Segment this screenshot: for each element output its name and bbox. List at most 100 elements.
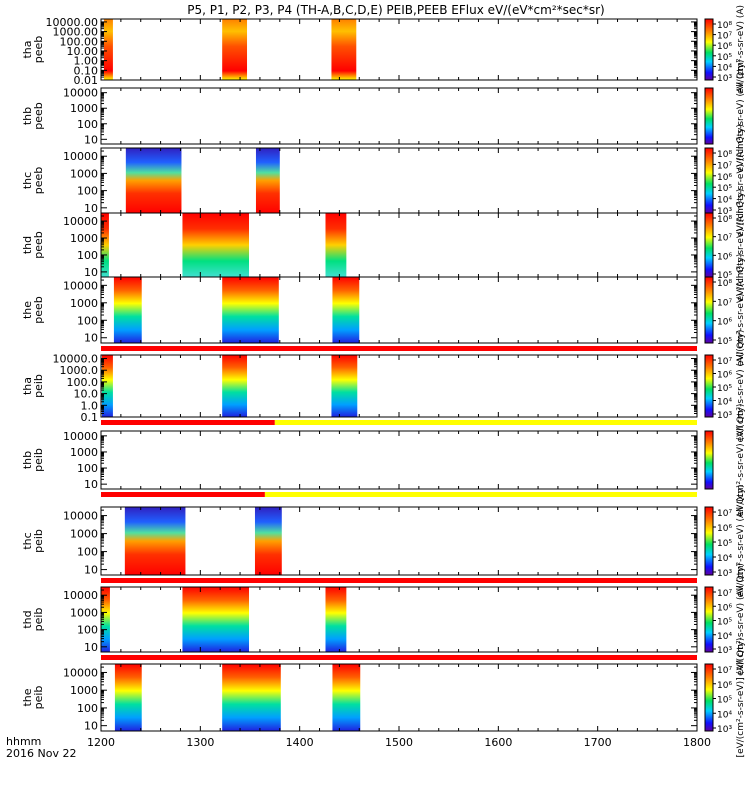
y-tick-label: 0.01 bbox=[74, 74, 99, 87]
y-tick-label: 1000 bbox=[70, 684, 98, 697]
colorbar-tick-label: 10³ bbox=[717, 646, 732, 656]
x-axis-label-units: hhmm bbox=[6, 735, 41, 748]
colorbar bbox=[704, 87, 714, 145]
y-tick-label: 100.00 bbox=[60, 35, 99, 48]
spectrogram-block bbox=[125, 148, 182, 213]
colorbar bbox=[704, 147, 714, 214]
x-tick-label: 1600 bbox=[484, 736, 512, 749]
panel-frame bbox=[100, 663, 698, 732]
spectrogram-block bbox=[101, 213, 109, 277]
chart-title: P5, P1, P2, P3, P4 (TH-A,B,C,D,E) PEIB,P… bbox=[187, 3, 604, 17]
panel-label-instrument: peib bbox=[32, 529, 45, 553]
y-tick-label: 10 bbox=[84, 332, 98, 345]
spectrogram-block bbox=[255, 148, 280, 213]
y-tick-label: 100 bbox=[77, 624, 98, 637]
spectrogram-block bbox=[331, 19, 357, 80]
colorbar bbox=[704, 276, 714, 344]
colorbar-label: eV/(cm²-s-sr-eV) (All Qty) bbox=[736, 254, 746, 367]
panel-label-instrument: peib bbox=[32, 374, 45, 398]
colorbar bbox=[704, 506, 714, 576]
colorbar-tick-label: 10⁷ bbox=[717, 32, 732, 42]
y-tick-label: 1.00 bbox=[74, 55, 99, 68]
colorbar-tick-label: 10³ bbox=[717, 207, 732, 217]
colorbar bbox=[704, 354, 714, 418]
colorbar bbox=[704, 586, 714, 653]
y-tick-label: 1000 bbox=[70, 297, 98, 310]
flag-bar-segment bbox=[101, 420, 275, 425]
colorbar-tick-label: 10³ bbox=[717, 74, 732, 84]
y-tick-label: 100 bbox=[77, 249, 98, 262]
colorbar-tick-label: 10⁴ bbox=[717, 398, 732, 408]
y-tick-label: 10 bbox=[84, 641, 98, 654]
panel-label-instrument: peib bbox=[32, 686, 45, 710]
panel-frame bbox=[100, 430, 698, 490]
colorbar-tick-label: 10⁶ bbox=[717, 524, 732, 534]
x-tick-label: 1400 bbox=[286, 736, 314, 749]
y-tick-label: 10000 bbox=[63, 510, 98, 523]
y-tick-label: 1000 bbox=[70, 446, 98, 459]
y-tick-label: 10 bbox=[84, 266, 98, 279]
colorbar-tick-label: 10⁸ bbox=[717, 21, 732, 31]
colorbar-tick-label: 10⁶ bbox=[717, 681, 732, 691]
y-tick-label: 10000.00 bbox=[46, 16, 99, 29]
spectrogram-block bbox=[325, 213, 347, 277]
colorbar-label: [eV/(cm²-s-sr-eV)] (All Qty) bbox=[736, 638, 746, 758]
colorbar-tick-label: 10⁶ bbox=[717, 603, 732, 613]
spectrogram-block bbox=[222, 277, 279, 343]
panel-label-probe: thc bbox=[21, 172, 34, 189]
y-tick-label: 10 bbox=[84, 133, 98, 146]
y-tick-label: 1.0 bbox=[81, 399, 99, 412]
spectrogram-block bbox=[113, 277, 142, 343]
y-tick-label: 10 bbox=[84, 478, 98, 491]
y-tick-label: 100 bbox=[77, 546, 98, 559]
colorbar-tick-label: 10⁷ bbox=[717, 666, 732, 676]
colorbar-tick-label: 10⁵ bbox=[717, 337, 732, 347]
panel-label-instrument: peeb bbox=[32, 231, 45, 259]
colorbar bbox=[704, 663, 714, 732]
y-tick-label: 1000 bbox=[70, 167, 98, 180]
y-tick-label: 100 bbox=[77, 314, 98, 327]
colorbar-tick-label: 10⁷ bbox=[717, 589, 732, 599]
panel-label-instrument: peeb bbox=[32, 296, 45, 324]
colorbar-tick-label: 10⁷ bbox=[717, 234, 732, 244]
spectrogram-block bbox=[101, 587, 110, 652]
colorbar-tick-label: 10⁵ bbox=[717, 384, 732, 394]
x-tick-label: 1300 bbox=[186, 736, 214, 749]
flag-bar-segment bbox=[264, 492, 697, 497]
flag-bar-segment bbox=[101, 346, 697, 351]
panel-label-probe: the bbox=[21, 688, 34, 706]
panel-frame bbox=[100, 18, 698, 81]
y-tick-label: 10000.0 bbox=[53, 353, 99, 366]
spectrogram-block bbox=[331, 355, 358, 417]
colorbar-tick-label: 10⁵ bbox=[717, 271, 732, 281]
y-tick-label: 100 bbox=[77, 185, 98, 198]
panel-label-instrument: peib bbox=[32, 448, 45, 472]
colorbar-tick-label: 10³ bbox=[717, 725, 732, 735]
spectrogram-block bbox=[124, 507, 186, 575]
colorbar-tick-label: 10⁴ bbox=[717, 196, 732, 206]
spectrogram-block bbox=[332, 664, 361, 731]
y-tick-label: 10000 bbox=[63, 589, 98, 602]
panel-frame bbox=[100, 354, 698, 418]
x-tick-label: 1500 bbox=[385, 736, 413, 749]
spectrogram-block bbox=[222, 355, 248, 417]
y-tick-label: 10 bbox=[84, 202, 98, 215]
colorbar-tick-label: 10³ bbox=[717, 411, 732, 421]
colorbar-tick-label: 10⁵ bbox=[717, 184, 732, 194]
y-tick-label: 10000 bbox=[63, 215, 98, 228]
y-tick-label: 1000 bbox=[70, 606, 98, 619]
y-tick-label: 0.1 bbox=[81, 411, 99, 424]
y-tick-label: 10000 bbox=[63, 279, 98, 292]
y-tick-label: 10 bbox=[84, 720, 98, 733]
panel-frame bbox=[100, 276, 698, 344]
colorbar-label: eV/(cm²-s-sr-eV) (A) bbox=[736, 5, 746, 94]
colorbar-tick-label: 10⁶ bbox=[717, 173, 732, 183]
colorbar-tick-label: 10⁸ bbox=[717, 279, 732, 289]
colorbar-label: eV/(cm²-s-sr-eV) (All Qty) bbox=[736, 189, 746, 302]
